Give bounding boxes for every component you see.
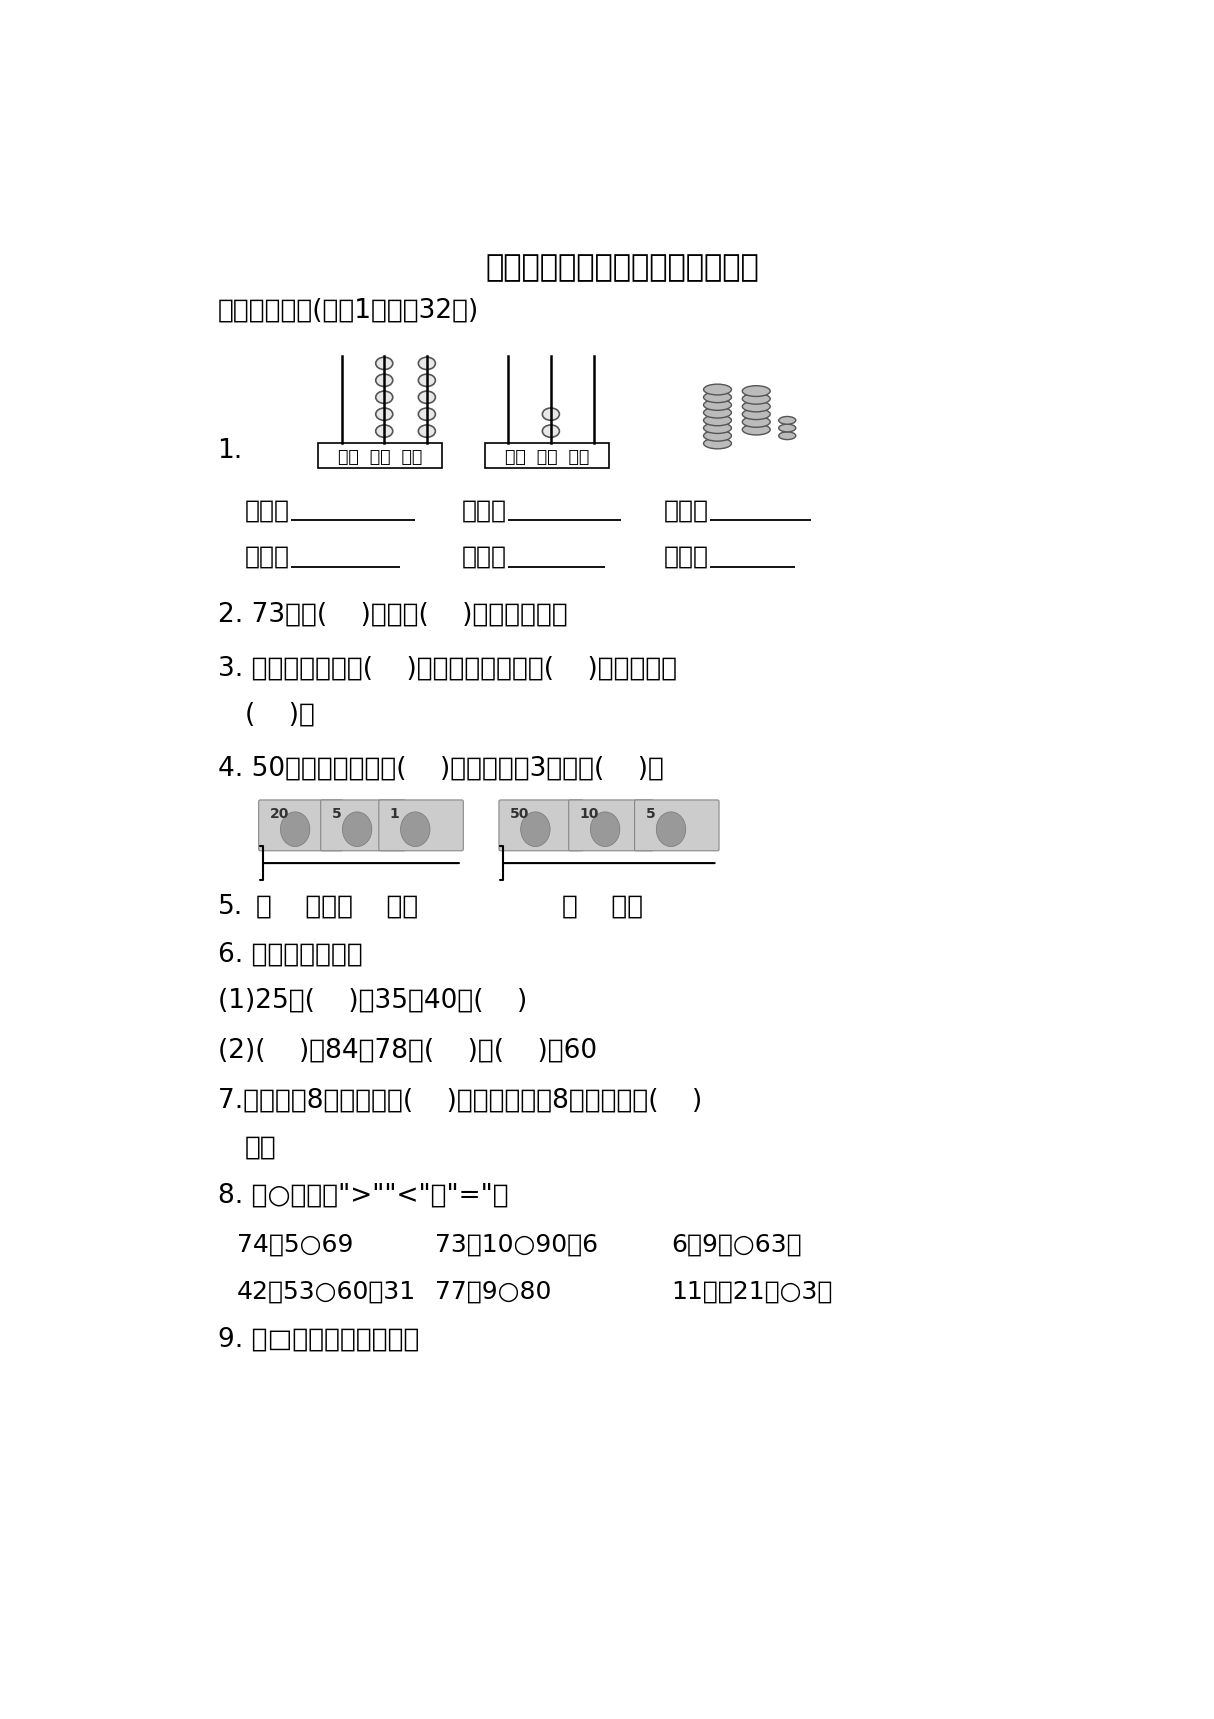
Text: 百位  十位  个位: 百位 十位 个位 — [505, 449, 589, 466]
Text: 3. 最小的两位数是(    )，最大的两位数是(    )，它们相差: 3. 最小的两位数是( )，最大的两位数是( )，它们相差 — [217, 655, 676, 681]
Ellipse shape — [778, 416, 795, 425]
Bar — [486, 444, 609, 468]
Text: 百位  十位  个位: 百位 十位 个位 — [339, 449, 422, 466]
FancyBboxPatch shape — [379, 799, 464, 851]
Text: 1: 1 — [390, 806, 399, 820]
Text: 5.: 5. — [217, 894, 243, 920]
Text: 50: 50 — [510, 806, 529, 820]
Ellipse shape — [375, 407, 393, 421]
Ellipse shape — [419, 375, 436, 387]
Ellipse shape — [590, 811, 620, 846]
Ellipse shape — [778, 431, 795, 440]
Ellipse shape — [375, 425, 393, 437]
Text: 7.个位上是8的两位数有(    )个，十位上是8的两位数有(    ): 7.个位上是8的两位数有( )个，十位上是8的两位数有( ) — [217, 1088, 702, 1114]
Text: 10: 10 — [579, 806, 599, 820]
Text: 77＋9○80: 77＋9○80 — [435, 1281, 551, 1305]
Ellipse shape — [280, 811, 310, 846]
Text: （    ）元（    ）角: （ ）元（ ）角 — [256, 894, 419, 920]
Text: 6元9角○63角: 6元9角○63角 — [671, 1233, 801, 1257]
Text: 11角＋21角○3元: 11角＋21角○3元 — [671, 1281, 833, 1305]
Ellipse shape — [704, 399, 732, 411]
Text: 读作：: 读作： — [245, 545, 290, 569]
Ellipse shape — [704, 438, 732, 449]
Text: 74－5○69: 74－5○69 — [237, 1233, 353, 1257]
Ellipse shape — [778, 425, 795, 431]
Ellipse shape — [742, 416, 770, 428]
Ellipse shape — [742, 394, 770, 404]
Ellipse shape — [704, 407, 732, 418]
Text: 5: 5 — [331, 806, 341, 820]
Text: 一、我会填。(每空1分，共32分): 一、我会填。(每空1分，共32分) — [217, 297, 478, 323]
Ellipse shape — [375, 358, 393, 370]
Text: 9. 在□里填上合适的数。: 9. 在□里填上合适的数。 — [217, 1327, 419, 1353]
FancyBboxPatch shape — [499, 799, 584, 851]
Text: 1.: 1. — [217, 438, 243, 464]
Ellipse shape — [704, 414, 732, 426]
Ellipse shape — [342, 811, 371, 846]
Ellipse shape — [704, 430, 732, 442]
Text: （    ）元: （ ）元 — [562, 894, 643, 920]
Ellipse shape — [704, 423, 732, 433]
Ellipse shape — [419, 407, 436, 421]
Text: 73＋10○90－6: 73＋10○90－6 — [435, 1233, 597, 1257]
Text: 个。: 个。 — [245, 1135, 277, 1160]
Text: (    )。: ( )。 — [245, 701, 314, 727]
Ellipse shape — [742, 385, 770, 397]
Bar — [318, 444, 442, 468]
Ellipse shape — [375, 375, 393, 387]
Ellipse shape — [419, 358, 436, 370]
Text: 写作：: 写作： — [461, 499, 506, 523]
FancyBboxPatch shape — [635, 799, 719, 851]
Ellipse shape — [375, 392, 393, 404]
FancyBboxPatch shape — [259, 799, 344, 851]
Ellipse shape — [742, 401, 770, 413]
Text: 读作：: 读作： — [663, 545, 708, 569]
Ellipse shape — [419, 392, 436, 404]
Text: (1)25、(    )、35、40、(    ): (1)25、( )、35、40、( ) — [217, 988, 527, 1014]
Text: 读作：: 读作： — [461, 545, 506, 569]
Ellipse shape — [742, 409, 770, 419]
Text: 5: 5 — [646, 806, 656, 820]
Text: 6. 找规律填一填。: 6. 找规律填一填。 — [217, 942, 362, 968]
Ellipse shape — [543, 425, 560, 437]
Text: 20: 20 — [270, 806, 289, 820]
Text: 模块过关卷（一）数与代数、统计: 模块过关卷（一）数与代数、统计 — [486, 253, 759, 282]
Ellipse shape — [742, 425, 770, 435]
Text: 2. 73是由(    )个十和(    )个一组成的。: 2. 73是由( )个十和( )个一组成的。 — [217, 602, 567, 627]
Ellipse shape — [704, 392, 732, 402]
Ellipse shape — [704, 383, 732, 395]
Text: 写作：: 写作： — [663, 499, 708, 523]
Text: 8. 在○里填上">""<"或"="。: 8. 在○里填上">""<"或"="。 — [217, 1183, 509, 1208]
Text: 写作：: 写作： — [245, 499, 290, 523]
Text: (2)(    )、84、78、(    )、(    )、60: (2)( )、84、78、( )、( )、60 — [217, 1038, 597, 1064]
Ellipse shape — [543, 407, 560, 421]
Ellipse shape — [401, 811, 430, 846]
Ellipse shape — [419, 425, 436, 437]
Ellipse shape — [657, 811, 686, 846]
Text: 4. 50前面的一个数是(    )，后面的第3个数是(    )。: 4. 50前面的一个数是( )，后面的第3个数是( )。 — [217, 755, 664, 782]
Ellipse shape — [521, 811, 550, 846]
FancyBboxPatch shape — [320, 799, 405, 851]
Text: 42＋53○60＋31: 42＋53○60＋31 — [237, 1281, 416, 1305]
FancyBboxPatch shape — [568, 799, 653, 851]
